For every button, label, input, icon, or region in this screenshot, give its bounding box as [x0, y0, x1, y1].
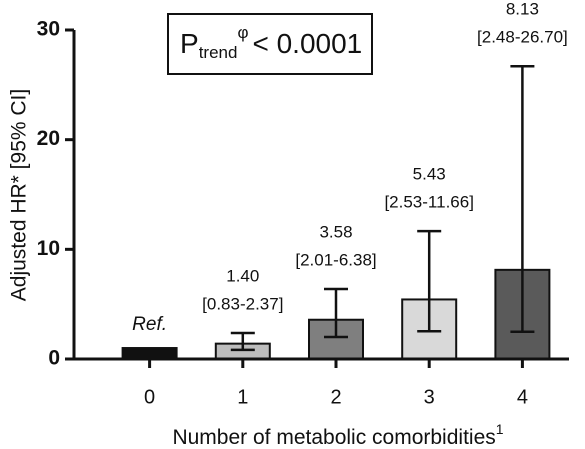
value-label: 1.40: [226, 266, 259, 285]
bar: [121, 347, 178, 360]
y-tick-label: 30: [37, 18, 60, 41]
value-label: 5.43: [413, 165, 446, 184]
x-axis-label-sup: 1: [496, 421, 504, 437]
x-axis-label-main: Number of metabolic comorbidities: [172, 426, 495, 449]
y-tick-label: 20: [37, 127, 60, 150]
x-axis-label: Number of metabolic comorbidities1: [172, 421, 503, 449]
value-label: Ref.: [132, 314, 167, 335]
annotation-rest: < 0.0001: [252, 28, 362, 59]
x-tick-label: 1: [237, 386, 248, 408]
ci-label: [2.01-6.38]: [295, 251, 376, 270]
annotation-main: P: [180, 28, 199, 59]
y-axis-label: Adjusted HR* [95% CI]: [8, 89, 31, 301]
ci-label: [0.83-2.37]: [202, 294, 283, 313]
annotation-sub: trend: [199, 43, 238, 62]
ci-label: [2.53-11.66]: [384, 193, 473, 212]
x-tick-label: 3: [424, 386, 435, 408]
annotation: Ptrendφ < 0.0001: [180, 23, 362, 62]
y-tick-label: 10: [37, 237, 60, 260]
x-tick-label: 0: [144, 386, 155, 408]
y-tick-label: 0: [48, 347, 60, 370]
annotation-sup: φ: [237, 23, 248, 42]
x-tick-label: 4: [517, 386, 528, 408]
annotation-box: [167, 13, 373, 75]
x-tick-label: 2: [330, 386, 341, 408]
value-label: 8.13: [506, 0, 539, 19]
value-label: 3.58: [319, 223, 352, 242]
ci-label: [2.48-26.70]: [477, 28, 568, 47]
